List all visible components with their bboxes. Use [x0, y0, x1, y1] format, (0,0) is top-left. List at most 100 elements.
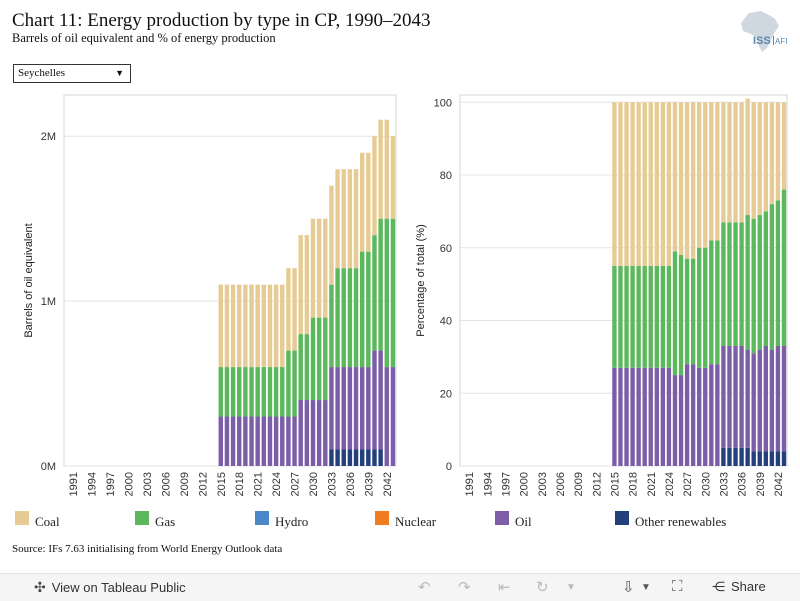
bar-gas[interactable]	[678, 255, 684, 376]
download-icon[interactable]: ⇩	[622, 579, 635, 596]
bar-other-renewables[interactable]	[341, 449, 346, 466]
bar-oil[interactable]	[237, 416, 242, 466]
bar-oil[interactable]	[618, 367, 623, 466]
bar-gas[interactable]	[727, 222, 732, 346]
bar-oil[interactable]	[249, 416, 254, 466]
bar-coal[interactable]	[612, 102, 617, 266]
bar-coal[interactable]	[261, 284, 267, 368]
bar-gas[interactable]	[255, 367, 260, 417]
bar-gas[interactable]	[690, 258, 696, 365]
bar-other-renewables[interactable]	[366, 449, 371, 466]
country-dropdown[interactable]: Seychelles ▼	[13, 64, 131, 83]
bar-gas[interactable]	[359, 251, 365, 368]
bar-other-renewables[interactable]	[359, 449, 365, 466]
bar-oil[interactable]	[255, 416, 260, 466]
bar-gas[interactable]	[745, 215, 750, 350]
bar-oil[interactable]	[304, 400, 310, 466]
bar-oil[interactable]	[390, 367, 396, 466]
bar-gas[interactable]	[384, 218, 389, 368]
bar-gas[interactable]	[751, 218, 756, 354]
bar-coal[interactable]	[335, 169, 340, 269]
bar-coal[interactable]	[298, 235, 303, 335]
bar-gas[interactable]	[612, 265, 617, 368]
bar-coal[interactable]	[745, 98, 750, 216]
bar-oil[interactable]	[323, 400, 328, 466]
bar-oil[interactable]	[672, 375, 678, 466]
bar-oil[interactable]	[697, 367, 702, 466]
bar-oil[interactable]	[218, 416, 223, 466]
bar-coal[interactable]	[230, 284, 236, 368]
bar-oil[interactable]	[763, 345, 768, 452]
bar-coal[interactable]	[715, 102, 720, 241]
bar-coal[interactable]	[237, 284, 242, 368]
bar-gas[interactable]	[739, 222, 744, 346]
bar-coal[interactable]	[267, 284, 273, 368]
bar-coal[interactable]	[769, 102, 775, 205]
bar-gas[interactable]	[353, 268, 359, 368]
bar-coal[interactable]	[316, 218, 322, 318]
bar-gas[interactable]	[697, 247, 702, 368]
bar-oil[interactable]	[727, 345, 732, 448]
bar-gas[interactable]	[654, 265, 659, 368]
bar-coal[interactable]	[733, 102, 738, 223]
bar-gas[interactable]	[249, 367, 254, 417]
bar-gas[interactable]	[390, 218, 396, 368]
bar-gas[interactable]	[618, 265, 623, 368]
bar-oil[interactable]	[378, 350, 383, 450]
bar-other-renewables[interactable]	[751, 451, 756, 466]
bar-gas[interactable]	[261, 367, 267, 417]
bar-oil[interactable]	[745, 349, 750, 448]
bar-coal[interactable]	[721, 102, 726, 223]
bar-gas[interactable]	[763, 211, 768, 346]
bar-coal[interactable]	[684, 102, 690, 259]
bar-gas[interactable]	[218, 367, 223, 417]
bar-gas[interactable]	[224, 367, 230, 417]
bar-coal[interactable]	[218, 284, 223, 368]
bar-gas[interactable]	[310, 317, 316, 401]
bar-oil[interactable]	[757, 349, 762, 452]
bar-other-renewables[interactable]	[347, 449, 353, 466]
bar-coal[interactable]	[666, 102, 672, 266]
bar-gas[interactable]	[648, 265, 653, 368]
bar-oil[interactable]	[329, 367, 334, 450]
bar-oil[interactable]	[703, 367, 708, 466]
bar-other-renewables[interactable]	[727, 447, 732, 466]
bar-coal[interactable]	[660, 102, 666, 266]
bar-other-renewables[interactable]	[378, 449, 383, 466]
bar-coal[interactable]	[384, 119, 389, 219]
bar-other-renewables[interactable]	[757, 451, 762, 466]
bar-gas[interactable]	[316, 317, 322, 401]
bar-gas[interactable]	[335, 268, 340, 368]
bar-gas[interactable]	[624, 265, 629, 368]
bar-gas[interactable]	[366, 251, 371, 368]
bar-gas[interactable]	[757, 215, 762, 350]
bar-other-renewables[interactable]	[335, 449, 340, 466]
bar-oil[interactable]	[642, 367, 647, 466]
bar-coal[interactable]	[286, 268, 291, 351]
bar-oil[interactable]	[273, 416, 279, 466]
bar-other-renewables[interactable]	[372, 449, 377, 466]
bar-gas[interactable]	[642, 265, 647, 368]
bar-coal[interactable]	[672, 102, 678, 252]
bar-oil[interactable]	[261, 416, 267, 466]
bar-oil[interactable]	[298, 400, 303, 466]
bar-oil[interactable]	[630, 367, 635, 466]
bar-other-renewables[interactable]	[775, 451, 781, 466]
bar-gas[interactable]	[733, 222, 738, 346]
bar-gas[interactable]	[660, 265, 666, 368]
bar-gas[interactable]	[273, 367, 279, 417]
bar-oil[interactable]	[715, 364, 720, 466]
bar-oil[interactable]	[366, 367, 371, 450]
bar-gas[interactable]	[684, 258, 690, 365]
bar-oil[interactable]	[721, 345, 726, 448]
bar-gas[interactable]	[323, 317, 328, 401]
bar-coal[interactable]	[329, 185, 334, 285]
bar-coal[interactable]	[727, 102, 732, 223]
refresh-menu-chevron-icon[interactable]: ▼	[566, 582, 576, 593]
bar-coal[interactable]	[243, 284, 248, 368]
bar-coal[interactable]	[624, 102, 629, 266]
bar-gas[interactable]	[775, 200, 781, 346]
bar-oil[interactable]	[709, 364, 714, 466]
bar-coal[interactable]	[739, 102, 744, 223]
bar-coal[interactable]	[781, 102, 787, 190]
